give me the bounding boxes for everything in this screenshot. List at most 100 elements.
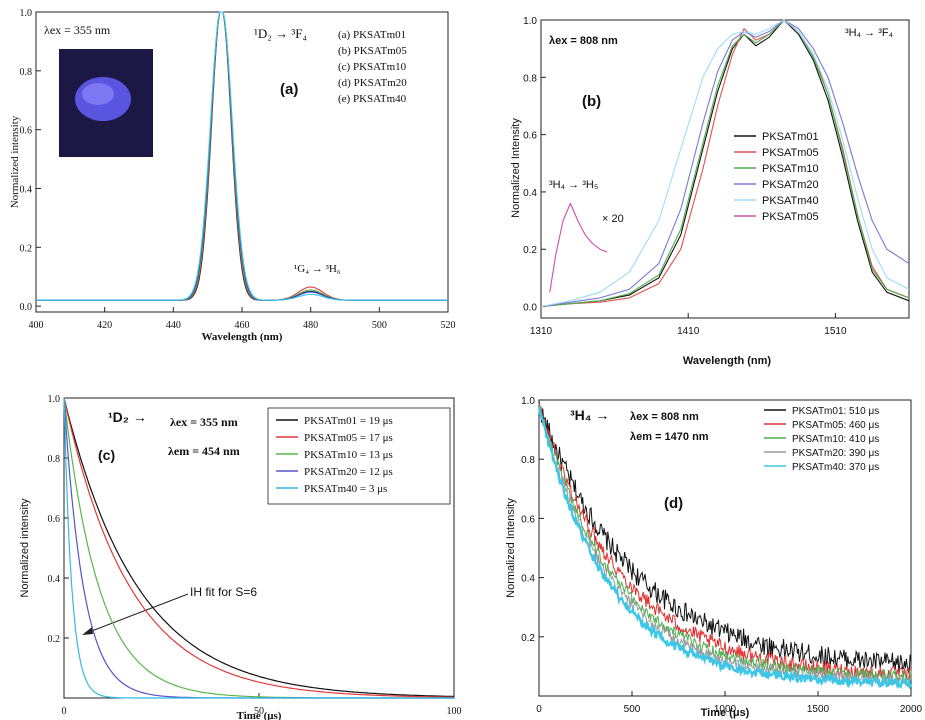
series-line	[63, 397, 455, 698]
panel-a-ticks: 400 420 440 460 480 500 520 0.0 0.2 0.4 0.6 0.8 1.0	[20, 8, 456, 331]
x-tick-label: 50	[254, 706, 264, 717]
panel-c-excitation: λex = 355 nm	[170, 415, 238, 429]
x-tick-label: 0	[62, 706, 67, 717]
panel-b-annotation-weak: ³H₄ → ³H₅	[549, 179, 598, 191]
series-line	[63, 397, 454, 699]
legend-entry: PKSATm10	[762, 163, 819, 175]
panel-b-label: (b)	[582, 93, 601, 110]
x-tick-label: 400	[29, 320, 44, 331]
series-line	[538, 404, 912, 683]
panel-d-ticks: 0 500 1000 1500 2000 0.2 0.4 0.6 0.8 1.0	[521, 396, 922, 715]
panel-b-xlabel: Wavelength (nm)	[683, 355, 772, 367]
panel-a-legend: (a) PKSATm01 (b) PKSATm05 (c) PKSATm10 (d) …	[338, 29, 407, 105]
x-tick-label: 520	[441, 320, 456, 331]
series-line	[540, 19, 910, 308]
panel-c-legend: PKSATm01 = 19 μs PKSATm05 = 17 μs PKSATm10…	[267, 407, 451, 505]
y-tick-label: 0.8	[523, 73, 537, 84]
panel-b: Normalized Intensity Wavelength (nm) (b)…	[510, 16, 910, 367]
y-tick-label: 0.6	[20, 126, 33, 137]
y-tick-label: 1.0	[521, 396, 535, 407]
legend-entry: PKSATm05: 460 μs	[792, 420, 879, 431]
y-tick-label: 1.0	[48, 394, 61, 405]
y-tick-label: 0.4	[523, 188, 537, 199]
y-tick-label: 0.0	[20, 302, 33, 313]
y-tick-label: 1.0	[523, 16, 537, 27]
x-tick-label: 1500	[807, 704, 830, 715]
series-line	[538, 403, 912, 682]
panel-c-ticks: 0 50 100 0.2 0.4 0.6 0.8 1.0	[48, 394, 462, 717]
series-line	[540, 19, 910, 308]
panel-a-excitation: λex = 355 nm	[44, 23, 111, 37]
y-tick-label: 0.2	[521, 633, 535, 644]
y-tick-label: 0.0	[523, 303, 537, 314]
legend-entry: PKSATm05	[762, 211, 819, 223]
panel-a-label: (a)	[280, 81, 298, 98]
legend-entry: PKSATm40 = 3 μs	[304, 483, 387, 495]
panel-c-fit-note: IH fit for S=6	[190, 585, 257, 599]
fit-arrow	[83, 593, 189, 635]
x-tick-label: 1000	[714, 704, 737, 715]
legend-entry: PKSATm20: 390 μs	[792, 448, 879, 459]
x-tick-label: 100	[447, 706, 462, 717]
y-tick-label: 0.2	[20, 243, 33, 254]
legend-entry: PKSATm20 = 12 μs	[304, 466, 393, 478]
y-tick-label: 0.8	[20, 67, 33, 78]
legend-entry: PKSATm10 = 13 μs	[304, 449, 393, 461]
panel-d-xlabel: Time (μs)	[701, 707, 750, 719]
x-tick-label: 1510	[824, 326, 847, 337]
panel-b-ticks: 1310 1410 1510 0.0 0.2 0.4 0.6 0.8 1.0	[523, 16, 847, 337]
panel-d-ylabel: Normalized Intensity	[505, 498, 517, 598]
x-tick-label: 1310	[530, 326, 553, 337]
legend-box	[267, 407, 451, 505]
y-tick-label: 0.8	[521, 455, 535, 466]
legend-entry: PKSATm01: 510 μs	[792, 406, 879, 417]
legend-entry: PKSATm01	[762, 131, 819, 143]
x-tick-label: 500	[372, 320, 387, 331]
x-tick-label: 2000	[900, 704, 923, 715]
series-line	[540, 19, 910, 308]
panel-c-emission: λem = 454 nm	[168, 444, 240, 458]
panel-a-xlabel: Wavelength (nm)	[202, 331, 283, 343]
panel-b-series	[540, 19, 910, 308]
legend-entry: (d) PKSATm20	[338, 77, 407, 89]
legend-entry: PKSATm05	[762, 147, 819, 159]
panel-d-excitation: λex = 808 nm	[630, 411, 699, 423]
legend-entry: PKSATm40: 370 μs	[792, 462, 879, 473]
panel-a-ylabel: Normalized intensity	[9, 115, 21, 208]
panel-a-annotation-small: ¹G₄ → ³H₆	[294, 263, 341, 275]
fit-arrow-head	[82, 627, 93, 635]
panel-d-series	[537, 400, 913, 691]
y-tick-label: 0.8	[48, 454, 61, 465]
panel-c-transition: ¹D₂ →	[108, 409, 147, 425]
y-tick-label: 0.2	[523, 245, 537, 256]
x-tick-label: 460	[235, 320, 250, 331]
x-tick-label: 440	[166, 320, 181, 331]
panel-a: Normalized intensity Wavelength (nm) (a)…	[9, 8, 456, 343]
legend-entry: PKSATm05 = 17 μs	[304, 432, 393, 444]
legend-entry: (c) PKSATm10	[338, 61, 407, 73]
panel-d-label: (d)	[664, 495, 683, 512]
y-tick-label: 0.6	[48, 514, 61, 525]
panel-b-legend: PKSATm01 PKSATm05 PKSATm10 PKSATm20 PKSATm40…	[734, 131, 819, 223]
panel-b-annotation-main: ³H₄ → ³F₄	[845, 27, 894, 39]
x-tick-label: 480	[303, 320, 318, 331]
y-tick-label: 0.4	[48, 574, 61, 585]
series-line	[63, 397, 454, 697]
panel-c: Normalized intensity Time (μs) (c) ¹D₂ →…	[19, 394, 462, 720]
series-line	[36, 11, 448, 301]
x-tick-label: 1410	[677, 326, 700, 337]
panel-d-legend: PKSATm01: 510 μs PKSATm05: 460 μs PKSATm10…	[764, 406, 879, 473]
series-line	[538, 400, 912, 674]
panel-a-series	[36, 11, 448, 301]
legend-entry: PKSATm20	[762, 179, 819, 191]
series-line	[540, 19, 910, 308]
legend-entry: PKSATm10: 410 μs	[792, 434, 879, 445]
y-tick-label: 0.4	[20, 184, 33, 195]
x-tick-label: 0	[536, 704, 542, 715]
panel-b-annotation-scale: × 20	[602, 213, 624, 225]
panel-d-transition: ³H₄ →	[570, 407, 609, 423]
panel-d-emission: λem = 1470 nm	[630, 431, 709, 443]
legend-entry: (a) PKSATm01	[338, 29, 406, 41]
series-line	[549, 202, 608, 293]
